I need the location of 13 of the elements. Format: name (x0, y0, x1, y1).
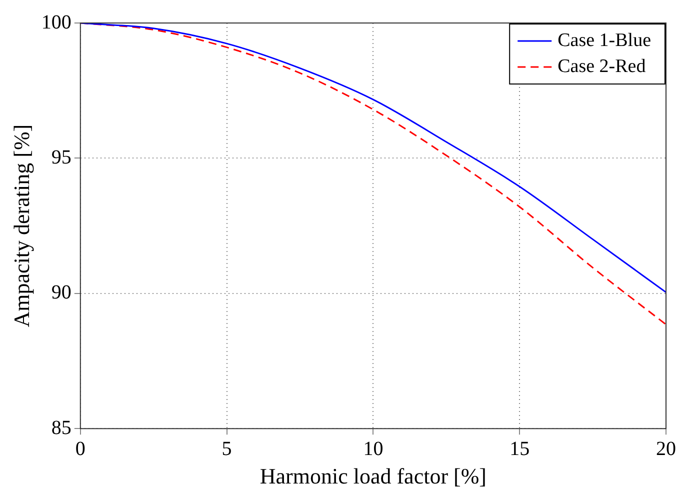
y-tick-label: 95 (51, 146, 72, 168)
x-tick-label: 20 (656, 438, 676, 460)
x-tick-label: 5 (222, 438, 232, 460)
x-axis-title: Harmonic load factor [%] (260, 464, 487, 489)
x-tick-label: 15 (510, 438, 530, 460)
y-tick-label: 100 (41, 11, 72, 34)
legend-label: Case 1-Blue (558, 30, 652, 51)
y-tick-label: 85 (51, 416, 72, 439)
y-tick-label: 90 (51, 282, 72, 304)
x-tick-label: 10 (363, 438, 384, 460)
x-tick-label: 0 (75, 438, 86, 460)
legend-label: Case 2-Red (558, 56, 646, 77)
y-axis-title: Ampacity derating [%] (8, 124, 34, 328)
